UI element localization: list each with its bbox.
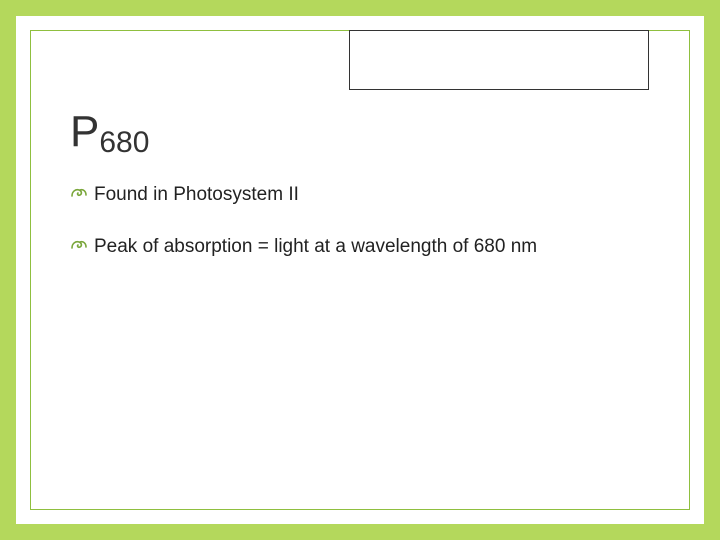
content-area: P680 Found in Photosystem II Peak of abs… <box>70 110 650 285</box>
swirl-path <box>72 190 86 196</box>
bullet-item: Found in Photosystem II <box>70 182 650 208</box>
swirl-icon <box>70 186 88 200</box>
title-placeholder-box <box>349 30 649 90</box>
bullet-text: Peak of absorption = light at a waveleng… <box>94 234 537 260</box>
bullet-item: Peak of absorption = light at a waveleng… <box>70 234 650 260</box>
slide-title: P680 <box>70 110 650 154</box>
title-main: P <box>70 107 99 156</box>
swirl-path <box>72 241 86 247</box>
title-subscript: 680 <box>99 126 149 159</box>
swirl-icon <box>70 238 88 252</box>
bullet-text: Found in Photosystem II <box>94 182 299 208</box>
slide: P680 Found in Photosystem II Peak of abs… <box>0 0 720 540</box>
